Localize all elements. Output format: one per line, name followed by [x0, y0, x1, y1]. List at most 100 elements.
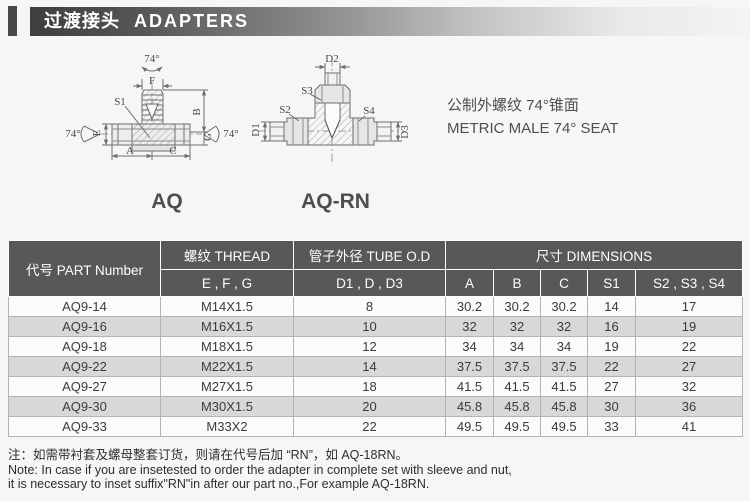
cell-s2s3s4: 27 — [635, 356, 743, 377]
cell-s2s3s4: 36 — [635, 396, 743, 417]
table-row: AQ9-16 M16X1.5 10 32 32 32 16 19 — [8, 316, 743, 337]
cell-thread: M30X1.5 — [160, 396, 294, 417]
dim-label-s3: S3 — [301, 85, 313, 97]
cell-tube-od: 18 — [293, 376, 446, 397]
cell-c: 45.8 — [540, 396, 588, 417]
cell-b: 34 — [493, 336, 541, 357]
dim-label-angle-right: 74° — [223, 128, 238, 140]
cell-s2s3s4: 32 — [635, 376, 743, 397]
figure-caption-aq: AQ — [151, 190, 183, 213]
cell-s1: 14 — [587, 296, 636, 317]
cell-thread: M27X1.5 — [160, 376, 294, 397]
note-cn: 注：如需带衬套及螺母整套订货，则请在代号后加 “RN”，如 AQ-18RN。 — [8, 448, 409, 462]
cell-b: 30.2 — [493, 296, 541, 317]
col-header-s1: S1 — [587, 269, 636, 297]
cell-s2s3s4: 22 — [635, 336, 743, 357]
cell-s2s3s4: 17 — [635, 296, 743, 317]
cell-a: 49.5 — [445, 416, 494, 437]
aq-technical-drawing: 74° F S1 E 74° B G 74° A C — [65, 53, 239, 162]
table-row: AQ9-27 M27X1.5 18 41.5 41.5 41.5 27 32 — [8, 376, 743, 397]
dim-label-c: C — [169, 145, 176, 157]
seat-note-cn: 公制外螺纹 74°锥面 — [447, 97, 579, 114]
cell-tube-od: 20 — [293, 396, 446, 417]
dimensions-table: 代号 PART Number 螺纹 THREAD 管子外径 TUBE O.D 尺… — [8, 240, 743, 437]
dim-label-angle-top: 74° — [144, 53, 159, 65]
table-row: AQ9-33 M33X2 22 49.5 49.5 49.5 33 41 — [8, 416, 743, 437]
cell-part-number: AQ9-30 — [8, 396, 161, 417]
col-header-thread: 螺纹 THREAD — [160, 240, 294, 270]
dim-label-s2: S2 — [279, 104, 291, 116]
col-header-a: A — [445, 269, 494, 297]
dim-label-s1: S1 — [114, 96, 126, 108]
table-row: AQ9-14 M14X1.5 8 30.2 30.2 30.2 14 17 — [8, 296, 743, 317]
cell-s1: 27 — [587, 376, 636, 397]
cell-c: 41.5 — [540, 376, 588, 397]
corner-mark — [8, 6, 17, 36]
cell-tube-od: 14 — [293, 356, 446, 377]
cell-a: 32 — [445, 316, 494, 337]
cell-s1: 30 — [587, 396, 636, 417]
cell-b: 37.5 — [493, 356, 541, 377]
table-row: AQ9-30 M30X1.5 20 45.8 45.8 45.8 30 36 — [8, 396, 743, 417]
col-header-dimensions: 尺寸 DIMENSIONS — [445, 240, 743, 270]
aqrn-technical-drawing: D2 S3 S2 S4 D1 D3 — [252, 53, 411, 164]
figure-caption-aqrn: AQ-RN — [301, 190, 370, 213]
cell-thread: M18X1.5 — [160, 336, 294, 357]
cell-tube-od: 12 — [293, 336, 446, 357]
dim-label-d3: D3 — [399, 125, 411, 139]
dim-label-angle-left: 74° — [65, 128, 80, 140]
dim-label-e: E — [91, 129, 103, 136]
cell-thread: M22X1.5 — [160, 356, 294, 377]
cell-c: 34 — [540, 336, 588, 357]
cell-a: 41.5 — [445, 376, 494, 397]
dim-label-d1: D1 — [252, 123, 262, 136]
col-header-part-number: 代号 PART Number — [8, 240, 161, 297]
table-row: AQ9-22 M22X1.5 14 37.5 37.5 37.5 22 27 — [8, 356, 743, 377]
footer-notes: 注：如需带衬套及螺母整套订货，则请在代号后加 “RN”，如 AQ-18RN。 N… — [8, 448, 512, 492]
cell-b: 32 — [493, 316, 541, 337]
col-header-s2s3s4: S2 , S3 , S4 — [635, 269, 743, 297]
col-header-thread-sub: E , F , G — [160, 269, 294, 297]
cell-thread: M33X2 — [160, 416, 294, 437]
cell-c: 49.5 — [540, 416, 588, 437]
page-title-cn: 过渡接头 — [44, 11, 120, 31]
cell-tube-od: 22 — [293, 416, 446, 437]
dim-label-s4: S4 — [363, 105, 375, 117]
cell-s2s3s4: 41 — [635, 416, 743, 437]
col-header-c: C — [540, 269, 588, 297]
cell-part-number: AQ9-14 — [8, 296, 161, 317]
dim-label-b: B — [191, 108, 203, 115]
cell-s1: 19 — [587, 336, 636, 357]
cell-b: 41.5 — [493, 376, 541, 397]
dim-label-d2: D2 — [325, 53, 338, 65]
dim-label-a: A — [126, 145, 134, 157]
cell-b: 45.8 — [493, 396, 541, 417]
cell-b: 49.5 — [493, 416, 541, 437]
seat-note-en: METRIC MALE 74° SEAT — [447, 119, 619, 137]
page-title-en: ADAPTERS — [134, 11, 250, 31]
cell-c: 37.5 — [540, 356, 588, 377]
seat-note: 公制外螺纹 74°锥面 METRIC MALE 74° SEAT — [447, 95, 619, 140]
col-header-b: B — [493, 269, 541, 297]
cell-tube-od: 10 — [293, 316, 446, 337]
cell-part-number: AQ9-27 — [8, 376, 161, 397]
cell-part-number: AQ9-16 — [8, 316, 161, 337]
note-en-line1: Note: In case if you are insetested to o… — [8, 462, 512, 477]
cell-s1: 33 — [587, 416, 636, 437]
page-title-banner: 过渡接头 ADAPTERS — [30, 7, 750, 36]
cell-a: 45.8 — [445, 396, 494, 417]
cell-part-number: AQ9-22 — [8, 356, 161, 377]
cell-s2s3s4: 19 — [635, 316, 743, 337]
cell-a: 37.5 — [445, 356, 494, 377]
cell-c: 32 — [540, 316, 588, 337]
cell-thread: M16X1.5 — [160, 316, 294, 337]
col-header-tube-od: 管子外径 TUBE O.D — [293, 240, 446, 270]
col-header-tube-od-sub: D1 , D , D3 — [293, 269, 446, 297]
cell-thread: M14X1.5 — [160, 296, 294, 317]
cell-a: 34 — [445, 336, 494, 357]
cell-tube-od: 8 — [293, 296, 446, 317]
cell-a: 30.2 — [445, 296, 494, 317]
cell-part-number: AQ9-18 — [8, 336, 161, 357]
cell-part-number: AQ9-33 — [8, 416, 161, 437]
cell-c: 30.2 — [540, 296, 588, 317]
